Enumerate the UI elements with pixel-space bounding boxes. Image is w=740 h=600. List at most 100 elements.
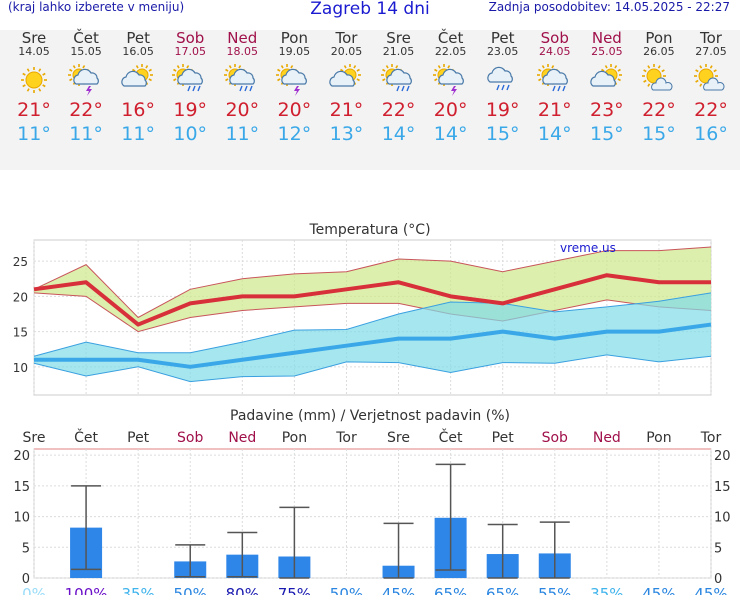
temperature-chart: 10 15 20 25 Temperatura (°C) vreme.us <box>13 222 712 396</box>
precipitation-chart: Padavine (mm) / Verjetnost padavin (%) Sr… <box>13 408 731 595</box>
precipitation-probability: 100% <box>65 585 108 595</box>
day-name: Čet <box>73 29 99 47</box>
y-tick-label: 25 <box>13 255 28 269</box>
max-temperature: 16° <box>121 99 155 121</box>
day-name: Pon <box>280 29 308 47</box>
daily-forecast-strip: Sre 14.05 21° 11° Čet 15.05 22° 11° Pet 16.05 16° 1… <box>0 30 740 170</box>
day-name: Ned <box>227 29 258 47</box>
day-date: 25.05 <box>591 45 623 58</box>
precipitation-probability: 80% <box>226 585 259 595</box>
day-date: 15.05 <box>70 45 102 58</box>
min-temperature: 12° <box>277 123 312 145</box>
y-tick-label: 10 <box>13 361 28 375</box>
min-temperature: 16° <box>694 123 728 145</box>
thunderstorm-icon <box>60 58 112 98</box>
x-category-label: Čet <box>74 428 98 446</box>
thunderstorm-icon <box>268 58 320 98</box>
x-category-label: Sob <box>542 430 568 446</box>
y-tick-label-right: 10 <box>714 511 731 526</box>
x-category-label: Ned <box>228 430 256 446</box>
min-temperature: 14° <box>381 123 416 145</box>
min-temperature: 14° <box>433 123 468 145</box>
min-temperature-range-upper <box>33 292 712 357</box>
precipitation-probability: 45% <box>694 585 727 595</box>
showers-icon <box>164 58 216 98</box>
day-name: Sre <box>386 29 411 47</box>
day-name: Tor <box>700 29 722 47</box>
precipitation-probability: 45% <box>382 585 415 595</box>
min-temperature: 14° <box>537 123 572 145</box>
y-tick-label: 15 <box>13 326 28 340</box>
day-name: Ned <box>591 29 622 47</box>
sun-cloud-icon <box>633 58 685 98</box>
precipitation-error-bar <box>227 531 258 578</box>
precipitation-error-bar <box>71 485 102 571</box>
y-tick-label-left: 0 <box>22 572 30 587</box>
day-date: 21.05 <box>382 45 415 58</box>
day-date: 27.05 <box>695 45 727 58</box>
x-category-label: Ned <box>593 430 621 446</box>
min-temperature: 11° <box>69 123 103 145</box>
x-category-label: Pet <box>492 430 515 446</box>
y-tick-label-left: 20 <box>13 449 30 464</box>
x-category-label: Tor <box>335 430 357 446</box>
showers-icon <box>216 58 268 98</box>
x-category-label: Pet <box>127 430 150 446</box>
partly-cloudy-icon <box>112 58 164 98</box>
day-column: Ned 25.05 23° 15° <box>581 30 633 146</box>
day-column: Pon 26.05 22° 15° <box>633 30 685 146</box>
day-column: Pet 16.05 16° 11° <box>112 30 164 146</box>
x-category-label: Sre <box>387 430 410 446</box>
precipitation-error-bar <box>539 521 570 579</box>
day-column: Tor 27.05 22° 16° <box>685 30 737 146</box>
precipitation-probability: 65% <box>434 585 467 595</box>
precipitation-probability: 35% <box>590 585 623 595</box>
min-temperature-line <box>34 322 712 369</box>
max-temperature: 22° <box>69 99 103 121</box>
page-title: Zagreb 14 dni <box>310 0 430 19</box>
precipitation-probability: 45% <box>642 585 675 595</box>
max-temperature: 19° <box>485 99 520 121</box>
x-category-label: Sre <box>23 430 46 446</box>
day-date: 23.05 <box>486 45 519 58</box>
location-hint-link[interactable]: (kraj lahko izberete v meniju) <box>8 0 185 14</box>
sun-cloud-icon <box>685 58 737 98</box>
max-temperature: 21° <box>537 99 572 121</box>
day-date: 24.05 <box>539 45 571 58</box>
max-temperature: 21° <box>329 99 364 121</box>
precipitation-probability: 0% <box>22 585 46 595</box>
day-name: Tor <box>335 29 358 47</box>
precipitation-probability: 50% <box>174 585 207 595</box>
y-tick-label-left: 10 <box>13 511 30 526</box>
max-temperature: 22° <box>694 99 728 121</box>
day-name: Sre <box>21 29 47 47</box>
max-temperature: 20° <box>277 99 312 121</box>
min-temperature-range <box>34 292 711 382</box>
min-temperature: 13° <box>329 123 364 145</box>
max-temperature: 21° <box>17 99 51 121</box>
thunderstorm-icon <box>425 58 477 98</box>
min-temperature: 15° <box>590 123 624 145</box>
y-tick-label-right: 15 <box>714 480 731 495</box>
temperature-chart-title: Temperatura (°C) <box>308 222 430 238</box>
precipitation-error-bar <box>487 523 518 579</box>
min-temperature: 11° <box>121 123 155 145</box>
day-column: Ned 18.05 20° 11° <box>216 30 268 146</box>
watermark: vreme.us <box>560 241 616 255</box>
x-category-label: Sob <box>177 430 203 446</box>
y-tick-label-left: 15 <box>13 480 30 495</box>
day-date: 18.05 <box>226 45 259 58</box>
day-date: 20.05 <box>330 45 363 58</box>
day-name: Čet <box>437 29 464 47</box>
partly-cloudy-icon <box>581 58 633 98</box>
day-date: 26.05 <box>643 45 675 58</box>
precipitation-error-bar <box>383 522 414 579</box>
sunny-icon <box>8 58 60 98</box>
showers-icon <box>373 58 425 98</box>
precipitation-probability: 35% <box>121 585 154 595</box>
day-column: Pon 19.05 20° 12° <box>268 30 320 146</box>
precipitation-probability: 55% <box>538 585 571 595</box>
day-column: Sre 14.05 21° 11° <box>8 30 60 146</box>
precipitation-error-bar <box>175 544 206 578</box>
precipitation-probability: 65% <box>486 585 519 595</box>
